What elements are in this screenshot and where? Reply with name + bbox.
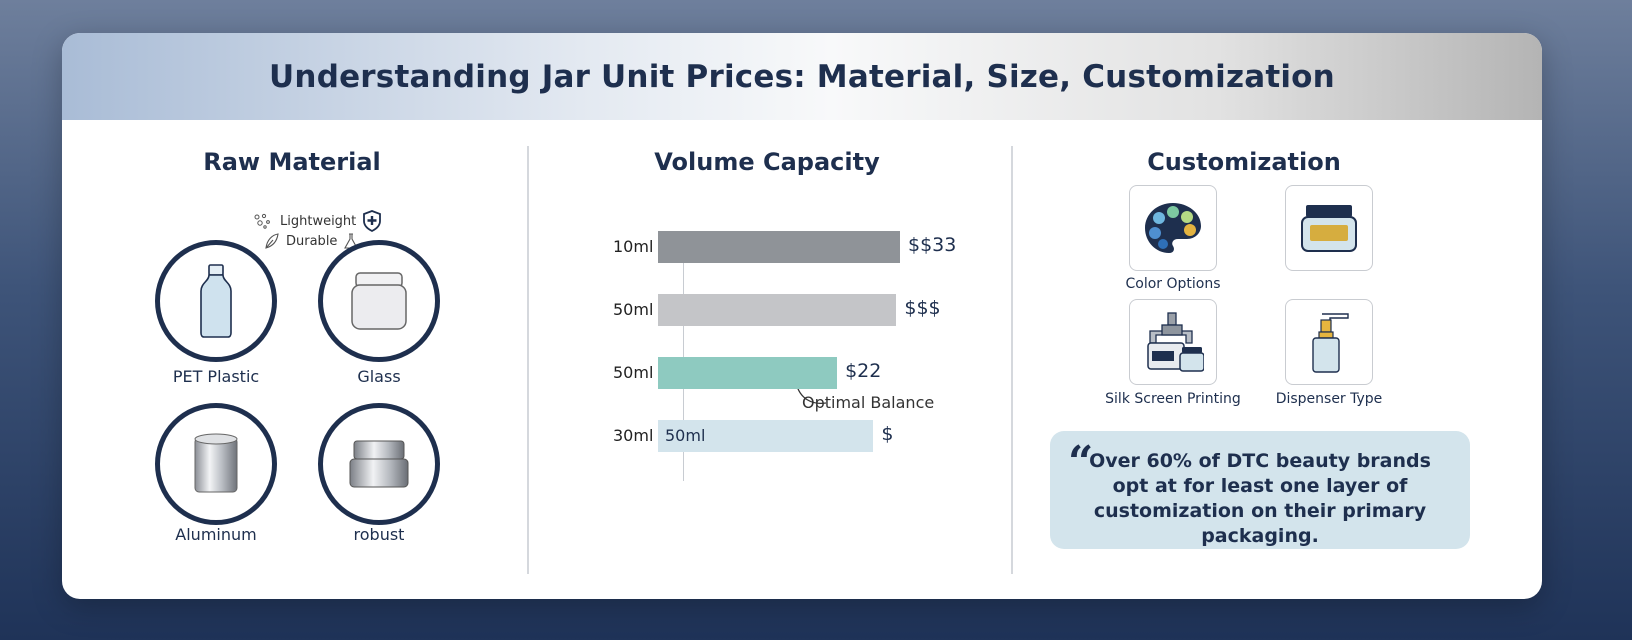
- volume-capacity-title: Volume Capacity: [654, 148, 880, 176]
- volume-bar: [658, 231, 900, 263]
- tile-dispenser-type: [1285, 299, 1373, 385]
- volume-row-label: 30ml: [613, 426, 654, 445]
- tile-color-options: [1129, 185, 1217, 271]
- material-pet-plastic: [155, 240, 277, 362]
- material-glass: [318, 240, 440, 362]
- raw-material-title: Raw Material: [203, 148, 381, 176]
- volume-row-label: 50ml: [613, 363, 654, 382]
- printing-machine-icon: [1147, 312, 1204, 372]
- material-label: Glass: [357, 367, 401, 386]
- material-label: robust: [353, 525, 405, 544]
- tile-label: Color Options: [1125, 276, 1221, 292]
- tile-silk-screen-printing: [1129, 299, 1217, 385]
- column-divider: [1011, 146, 1013, 574]
- tag-label: Lightweight: [280, 213, 357, 229]
- tile-jar-label: [1285, 185, 1373, 271]
- pump-dispenser-icon: [1312, 313, 1349, 373]
- volume-bar: [658, 294, 897, 326]
- price-label: $: [881, 423, 894, 445]
- tile-label: Dispenser Type: [1275, 391, 1383, 407]
- material-robust: [318, 403, 440, 525]
- volume-bar: [658, 420, 874, 452]
- statistic-callout: “ Over 60% of DTC beauty brands opt at f…: [1050, 431, 1470, 549]
- feather-dots-icon: [254, 213, 270, 229]
- jar-label-icon: [1301, 205, 1357, 252]
- metal-jar-icon: [349, 440, 409, 488]
- bar-inner-label: 50ml: [665, 426, 706, 445]
- color-palette-icon: [1145, 203, 1201, 253]
- plastic-bottle-icon: [200, 264, 232, 338]
- volume-row-label: 50ml: [613, 300, 654, 319]
- page-title: Understanding Jar Unit Prices: Material,…: [269, 58, 1335, 95]
- callout-text: Over 60% of DTC beauty brands opt at for…: [1089, 450, 1431, 547]
- leaf-icon: [265, 233, 279, 249]
- column-divider: [527, 146, 529, 574]
- header-banner: Understanding Jar Unit Prices: Material,…: [62, 33, 1542, 120]
- optimal-balance-annotation: Optimal Balance: [802, 393, 935, 412]
- customization-title: Customization: [1147, 148, 1341, 176]
- material-label: PET Plastic: [172, 367, 260, 386]
- price-label: $$$: [904, 297, 941, 319]
- tag-label: Durable: [286, 233, 338, 249]
- shield-icon: [363, 210, 382, 232]
- glass-jar-icon: [351, 272, 407, 330]
- price-label: $22: [845, 360, 882, 382]
- quote-icon: “: [1068, 437, 1094, 488]
- tag-lightweight: Lightweight: [252, 210, 402, 232]
- aluminum-canister-icon: [194, 433, 238, 493]
- tile-label: Silk Screen Printing: [1105, 391, 1241, 407]
- price-label: $$33: [908, 234, 957, 256]
- volume-row-label: 10ml: [613, 237, 654, 256]
- material-tags: Lightweight Durable: [252, 210, 402, 251]
- infographic-card: Understanding Jar Unit Prices: Material,…: [62, 33, 1542, 599]
- material-label: Aluminum: [175, 525, 257, 544]
- material-aluminum: [155, 403, 277, 525]
- volume-bar: [658, 357, 838, 389]
